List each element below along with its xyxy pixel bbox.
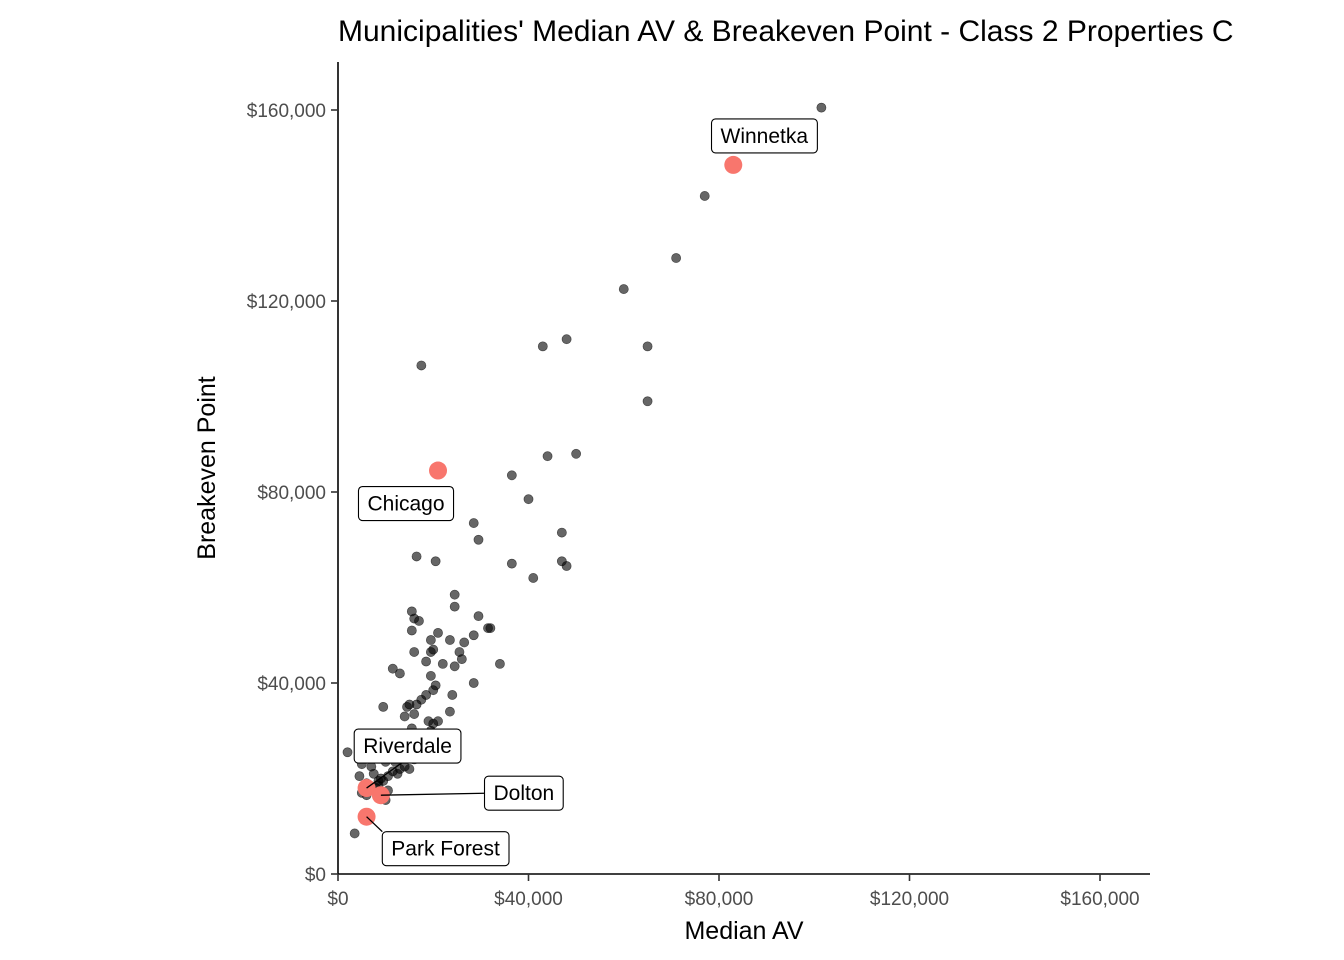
y-axis-title: Breakeven Point — [193, 376, 221, 560]
point-label-box — [353, 728, 462, 764]
data-point — [449, 589, 460, 600]
data-point — [378, 701, 389, 712]
data-point — [406, 625, 417, 636]
x-tick-label: $160,000 — [1060, 889, 1139, 910]
data-point — [409, 709, 420, 719]
data-point — [537, 341, 548, 352]
data-point — [642, 396, 653, 407]
data-point — [430, 556, 441, 567]
data-point — [409, 647, 420, 657]
data-point — [425, 670, 436, 681]
point-label: Winnetka — [710, 118, 818, 154]
label-leader-line — [366, 762, 402, 789]
point-label-box — [710, 118, 818, 154]
x-axis-title: Median AV — [684, 917, 803, 945]
data-point — [506, 558, 517, 569]
label-leader-line — [380, 792, 485, 796]
data-point — [428, 685, 439, 696]
x-tick-label: $40,000 — [494, 889, 563, 910]
data-point — [495, 659, 505, 669]
data-point — [561, 334, 572, 345]
data-point — [456, 654, 467, 665]
data-point — [468, 630, 479, 641]
data-point — [542, 451, 553, 462]
highlighted-point — [724, 155, 743, 174]
y-tick-label: $40,000 — [257, 674, 326, 695]
highlighted-point — [429, 461, 448, 480]
point-label-text: Chicago — [367, 493, 444, 516]
data-point — [445, 706, 455, 717]
data-point — [523, 494, 534, 505]
data-point — [506, 470, 517, 481]
data-point — [473, 534, 484, 545]
data-point — [354, 771, 365, 782]
point-label: Chicago — [357, 485, 455, 522]
data-point — [445, 635, 455, 645]
point-label-box — [483, 775, 564, 811]
data-point — [387, 663, 398, 674]
data-point — [399, 711, 410, 722]
data-point — [528, 573, 539, 583]
data-point — [468, 518, 479, 528]
data-point — [428, 644, 439, 655]
point-labels: Winnetka Chicago Riverdale Dolton Park Fores… — [353, 118, 818, 867]
data-point — [699, 191, 710, 201]
data-point — [414, 616, 424, 626]
data-points — [342, 102, 827, 839]
data-point — [556, 527, 567, 538]
data-point — [425, 635, 436, 645]
data-point — [449, 601, 460, 612]
point-label-text: Park Forest — [391, 838, 500, 861]
chart-title: Municipalities' Median AV & Breakeven Po… — [338, 15, 1234, 48]
data-point — [447, 690, 458, 700]
x-tick-label: $120,000 — [870, 889, 949, 910]
data-point — [404, 699, 415, 710]
point-label: Park Forest — [381, 831, 510, 867]
point-label: Riverdale — [353, 728, 462, 764]
point-label-text: Winnetka — [721, 125, 809, 148]
point-label-box — [357, 485, 455, 522]
y-axis-ticks: $0 $40,000 $80,000 $120,000 $160,000 — [247, 101, 338, 886]
data-point — [816, 102, 827, 113]
data-point — [411, 551, 422, 562]
data-point — [404, 764, 415, 774]
data-point — [395, 668, 405, 679]
data-point — [571, 448, 582, 459]
data-point — [468, 678, 479, 688]
x-axis-ticks: $0 $40,000 $80,000 $120,000 $160,000 — [327, 874, 1140, 910]
data-point — [349, 828, 360, 839]
data-point — [483, 623, 493, 633]
y-tick-label: $80,000 — [257, 483, 326, 504]
point-label: Dolton — [483, 775, 564, 811]
y-tick-label: $0 — [305, 865, 326, 886]
data-point — [449, 661, 460, 672]
data-point — [421, 656, 432, 667]
point-label-text: Dolton — [494, 782, 555, 805]
data-point — [368, 768, 379, 779]
data-point — [342, 747, 353, 758]
data-point — [618, 284, 629, 294]
label-leader-line — [366, 816, 383, 833]
data-point — [392, 768, 403, 779]
data-point — [459, 637, 470, 648]
data-point — [671, 253, 682, 263]
y-tick-label: $160,000 — [247, 101, 326, 122]
data-point — [473, 611, 484, 622]
x-tick-label: $0 — [327, 889, 348, 910]
data-point — [561, 561, 572, 571]
point-label-text: Riverdale — [363, 735, 452, 758]
data-point — [437, 659, 448, 669]
point-label-box — [381, 831, 510, 867]
data-point — [416, 360, 427, 371]
x-tick-label: $80,000 — [685, 889, 754, 910]
data-point — [642, 341, 653, 352]
data-point — [433, 627, 443, 638]
y-tick-label: $120,000 — [247, 292, 326, 313]
